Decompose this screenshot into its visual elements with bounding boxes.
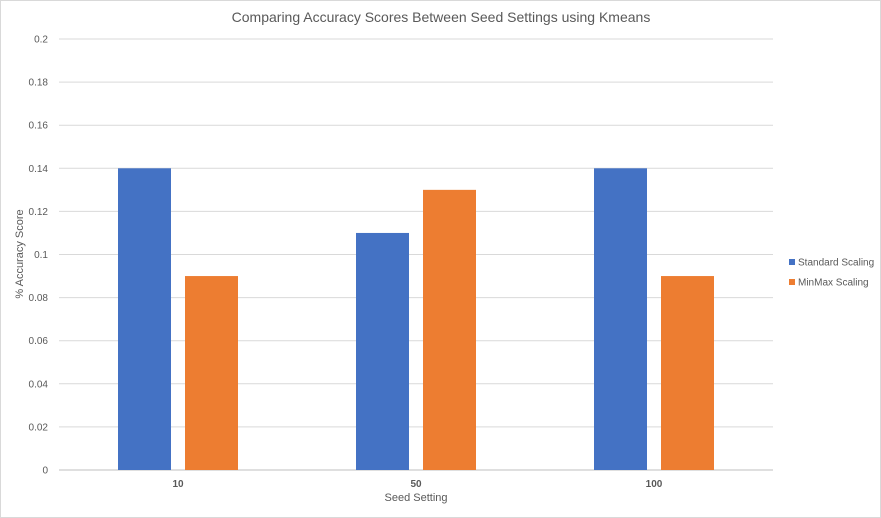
y-tick-label: 0 [42, 466, 48, 477]
y-tick-label: 0.14 [29, 164, 49, 175]
y-tick-label: 0.08 [29, 293, 49, 304]
gridlines [59, 38, 773, 471]
chart-title: Comparing Accuracy Scores Between Seed S… [232, 9, 651, 25]
bar-minmax-scaling-50 [423, 189, 476, 470]
bar-minmax-scaling-100 [661, 276, 714, 470]
legend-label: MinMax Scaling [798, 278, 869, 289]
y-axis-ticks: 0 0.02 0.04 0.06 0.08 0.1 0.12 0.14 0.16 0.18 0.2 [29, 35, 49, 477]
x-axis-label: Seed Setting [385, 492, 448, 504]
legend-label: Standard Scaling [798, 258, 874, 269]
bar-standard-scaling-100 [594, 168, 647, 471]
y-axis-label: % Accuracy Score [14, 209, 26, 298]
x-category-label: 10 [172, 479, 184, 490]
y-tick-label: 0.02 [29, 422, 49, 433]
bar-standard-scaling-50 [356, 232, 409, 470]
y-tick-label: 0.16 [29, 121, 49, 132]
bar-minmax-scaling-10 [185, 276, 238, 470]
y-tick-label: 0.2 [34, 35, 48, 46]
y-tick-label: 0.18 [29, 78, 49, 89]
x-category-label: 100 [646, 479, 663, 490]
bar-standard-scaling-10 [118, 168, 171, 471]
y-tick-label: 0.04 [29, 379, 49, 390]
legend: Standard Scaling MinMax Scaling [789, 258, 874, 289]
y-tick-label: 0.12 [29, 207, 49, 218]
y-tick-label: 0.1 [34, 250, 48, 261]
x-category-label: 50 [410, 479, 422, 490]
y-tick-label: 0.06 [29, 336, 49, 347]
x-axis-categories: 10 50 100 [172, 479, 662, 490]
legend-swatch [789, 279, 795, 285]
legend-swatch [789, 259, 795, 265]
bars [118, 168, 714, 471]
